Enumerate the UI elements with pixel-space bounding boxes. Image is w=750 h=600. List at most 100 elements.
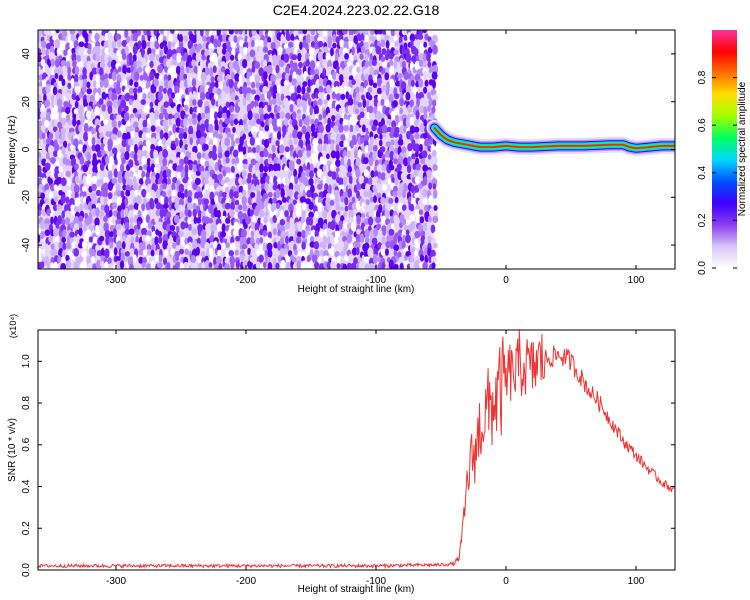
spectrogram-cell xyxy=(234,73,240,82)
spectrogram-cell xyxy=(397,188,403,198)
colorbar-tick-label: 0.2 xyxy=(697,213,708,227)
spectrogram-cell xyxy=(207,62,214,70)
spectrogram-cell xyxy=(73,163,79,171)
spectrogram-cell xyxy=(117,171,123,180)
spectrogram-cell xyxy=(422,61,428,68)
spectrogram-cell xyxy=(83,223,88,232)
spectrogram-cell xyxy=(209,67,214,77)
spectrogram-cell xyxy=(242,159,249,165)
spectrogram-cell xyxy=(388,145,395,153)
spectrogram-cell xyxy=(96,178,101,188)
spectrogram-cell xyxy=(251,40,255,48)
spectrogram-cell xyxy=(259,201,265,210)
spectrogram-cell xyxy=(316,30,323,35)
spectrogram-cell xyxy=(389,59,394,67)
spectrogram-cell xyxy=(140,99,147,105)
spectrogram-cell xyxy=(168,113,174,120)
spectrogram-cell xyxy=(132,182,139,191)
spectrogram-cell xyxy=(394,126,400,134)
spectrogram-cell xyxy=(381,153,386,160)
spectrogram-cell xyxy=(346,233,353,244)
spectrogram-cell xyxy=(121,139,127,148)
spectrogram-cell xyxy=(70,204,75,211)
spectrogram-cell xyxy=(397,73,403,79)
spectrogram-cell xyxy=(157,64,163,74)
spectrogram-cell xyxy=(255,229,260,238)
spectrogram-cell xyxy=(317,143,323,153)
spectrogram-cell xyxy=(224,150,230,158)
spectrogram-cell xyxy=(339,39,344,48)
spectrogram-cell xyxy=(367,143,373,154)
spectrogram-cell xyxy=(264,104,268,115)
spectrogram-cell xyxy=(104,229,111,239)
spectrogram-cell xyxy=(309,35,316,42)
spectrogram-cell xyxy=(270,42,276,50)
spectrogram-cell xyxy=(232,149,239,158)
spectrogram-cell xyxy=(279,218,286,226)
spectrogram-cell xyxy=(149,101,154,109)
spectrogram-cell xyxy=(381,48,387,56)
spectrogram-cell xyxy=(74,66,80,75)
spectrogram-y-label: Frequency (Hz) xyxy=(7,116,18,185)
spectrogram-cell xyxy=(351,202,358,211)
spectrogram-cell xyxy=(330,260,337,269)
spectrogram-cell xyxy=(94,92,100,102)
spectrogram-cell xyxy=(278,59,285,68)
spectrogram-cell xyxy=(171,92,175,99)
spectrogram-cell xyxy=(262,86,268,95)
spectrogram-cell xyxy=(161,191,167,198)
spectrogram-cell xyxy=(99,60,106,70)
spectrogram-cell xyxy=(142,126,148,133)
spectrogram-cell xyxy=(279,237,285,246)
spectrogram-cell xyxy=(132,32,139,42)
spectrogram-cell xyxy=(427,235,432,243)
spectrogram-cell xyxy=(411,153,416,160)
spectrogram-cell xyxy=(116,190,122,197)
spectrogram-cell xyxy=(419,254,425,262)
spectrogram-cell xyxy=(238,30,243,35)
spectrogram-cell xyxy=(296,98,302,108)
spectrogram-cell xyxy=(60,194,66,204)
spectrogram-cell xyxy=(213,263,219,269)
spectrogram-cell xyxy=(115,255,121,262)
spectrogram-cell xyxy=(69,144,74,151)
spectrogram-cell xyxy=(178,41,184,49)
spectrogram-cell xyxy=(115,183,121,191)
spectrogram-y-tick-label: 40 xyxy=(21,48,32,60)
spectrogram-cell xyxy=(162,157,168,167)
spectrogram-cell xyxy=(402,189,407,199)
spectrogram-cell xyxy=(346,222,353,230)
spectrogram-cell xyxy=(401,204,407,211)
spectrogram-cell xyxy=(239,253,245,262)
spectrogram-cell xyxy=(272,92,277,100)
spectrogram-cell xyxy=(249,49,256,58)
spectrogram-cell xyxy=(128,263,134,269)
spectrogram-cell xyxy=(225,217,231,224)
spectrogram-cell xyxy=(124,45,129,55)
spectrogram-cell xyxy=(163,257,168,266)
spectrogram-cell xyxy=(317,51,324,62)
spectrogram-cell xyxy=(191,45,196,54)
spectrogram-cell xyxy=(414,230,421,239)
spectrogram-cell xyxy=(285,235,289,244)
spectrogram-cell xyxy=(322,241,327,250)
spectrogram-cell xyxy=(319,231,324,238)
spectrogram-cell xyxy=(331,171,337,181)
spectrogram-cell xyxy=(99,162,105,172)
spectrogram-cell xyxy=(38,85,43,92)
spectrogram-cell xyxy=(94,106,100,117)
spectrogram-cell xyxy=(234,30,239,35)
spectrogram-cell xyxy=(432,183,437,190)
spectrogram-cell xyxy=(86,88,92,95)
spectrogram-cell xyxy=(65,106,71,115)
spectrogram-cell xyxy=(418,59,424,68)
spectrogram-cell xyxy=(107,263,114,269)
spectrogram-cell xyxy=(216,39,222,48)
spectrogram-cell xyxy=(263,71,268,80)
spectrogram-cell xyxy=(393,49,399,56)
spectrogram-cell xyxy=(151,260,156,269)
spectrogram-cell xyxy=(414,143,420,153)
spectrogram-cell xyxy=(365,118,370,125)
spectrogram-cell xyxy=(45,49,49,56)
spectrogram-cell xyxy=(301,85,306,95)
